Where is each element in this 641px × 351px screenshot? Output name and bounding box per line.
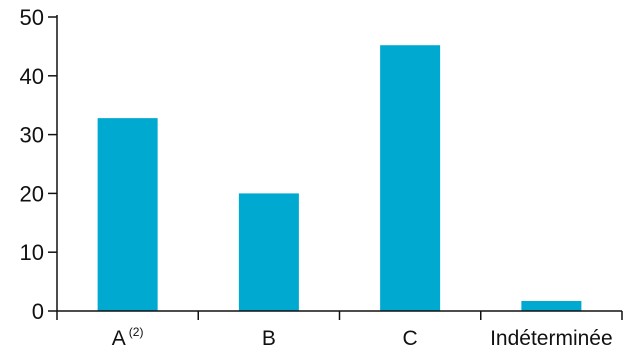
x-tick-label: A (2) <box>112 325 144 350</box>
labels-layer: 0 10 20 30 40 50 A (2) B C Indéterminée <box>20 5 613 350</box>
x-tick-label: Indéterminée <box>490 327 613 350</box>
bar-3 <box>380 45 441 311</box>
x-tick-label: B <box>262 327 276 350</box>
bars-layer <box>97 45 582 311</box>
y-tick-label: 10 <box>20 240 44 265</box>
x-tick-label: C <box>403 327 418 350</box>
y-tick-label: 40 <box>20 64 44 89</box>
bar-4 <box>521 301 582 311</box>
bar-1 <box>97 118 158 311</box>
x-tick-superscript: (2) <box>129 325 144 339</box>
bar-2 <box>238 193 299 311</box>
y-tick-label: 0 <box>32 299 44 324</box>
y-tick-label: 30 <box>20 123 44 148</box>
axes-layer <box>48 15 623 320</box>
y-tick-label: 50 <box>20 5 44 30</box>
y-tick-label: 20 <box>20 181 44 206</box>
